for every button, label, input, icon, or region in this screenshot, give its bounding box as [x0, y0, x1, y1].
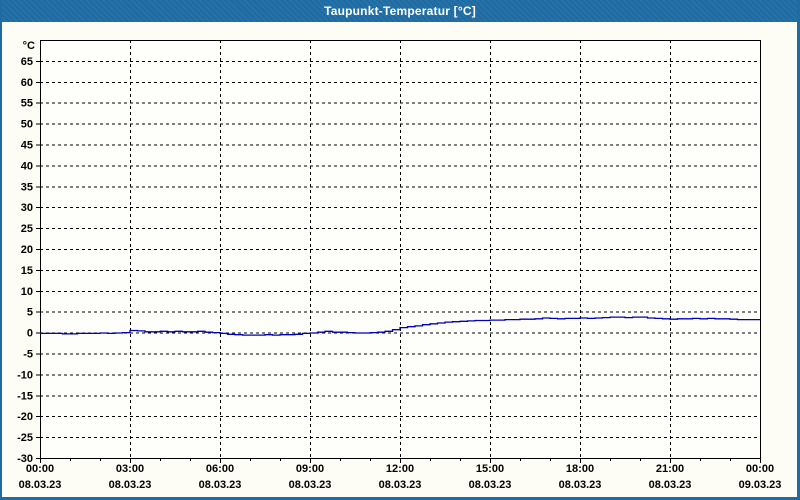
svg-text:03:00: 03:00 — [116, 463, 144, 475]
svg-text:08.03.23: 08.03.23 — [109, 479, 152, 491]
gridlines — [40, 40, 760, 458]
svg-text:-15: -15 — [17, 390, 33, 402]
svg-text:35: 35 — [21, 181, 33, 193]
svg-text:55: 55 — [21, 98, 33, 110]
svg-text:50: 50 — [21, 119, 33, 131]
svg-text:08.03.23: 08.03.23 — [559, 479, 602, 491]
svg-text:45: 45 — [21, 140, 33, 152]
svg-text:06:00: 06:00 — [206, 463, 234, 475]
svg-text:08.03.23: 08.03.23 — [199, 479, 242, 491]
plot-border — [40, 40, 761, 459]
svg-text:08.03.23: 08.03.23 — [289, 479, 332, 491]
series-line — [40, 316, 761, 336]
svg-text:08.03.23: 08.03.23 — [379, 479, 422, 491]
window-title-bar: Taupunkt-Temperatur [°C] — [0, 0, 800, 22]
svg-text:12:00: 12:00 — [386, 463, 414, 475]
svg-text:21:00: 21:00 — [656, 463, 684, 475]
svg-text:5: 5 — [27, 307, 33, 319]
svg-text:09.03.23: 09.03.23 — [739, 479, 782, 491]
x-axis-labels: 00:00 08.03.23 03:00 08.03.23 06:00 08.03.23 0… — [19, 463, 782, 491]
svg-text:08.03.23: 08.03.23 — [649, 479, 692, 491]
svg-text:18:00: 18:00 — [566, 463, 594, 475]
svg-text:-25: -25 — [17, 432, 33, 444]
svg-text:-10: -10 — [17, 369, 33, 381]
svg-text:40: 40 — [21, 160, 33, 172]
svg-text:08.03.23: 08.03.23 — [19, 479, 62, 491]
svg-text:-5: -5 — [23, 349, 33, 361]
svg-text:00:00: 00:00 — [746, 463, 774, 475]
svg-text:60: 60 — [21, 77, 33, 89]
window-title: Taupunkt-Temperatur [°C] — [324, 4, 476, 18]
svg-text:30: 30 — [21, 202, 33, 214]
svg-text:65: 65 — [21, 56, 33, 68]
y-axis-unit-label: °C — [23, 40, 35, 52]
svg-text:0: 0 — [27, 328, 33, 340]
y-axis-labels: -30 -25 -20 -15 -10 -5 0 5 10 15 20 25 30 35 40 45 50 55 6… — [17, 56, 33, 465]
svg-text:25: 25 — [21, 223, 33, 235]
svg-text:-30: -30 — [17, 453, 33, 465]
svg-text:00:00: 00:00 — [26, 463, 54, 475]
svg-text:15: 15 — [21, 265, 33, 277]
svg-text:08.03.23: 08.03.23 — [469, 479, 512, 491]
svg-text:20: 20 — [21, 244, 33, 256]
svg-text:-20: -20 — [17, 411, 33, 423]
svg-text:10: 10 — [21, 286, 33, 298]
svg-text:09:00: 09:00 — [296, 463, 324, 475]
svg-text:15:00: 15:00 — [476, 463, 504, 475]
